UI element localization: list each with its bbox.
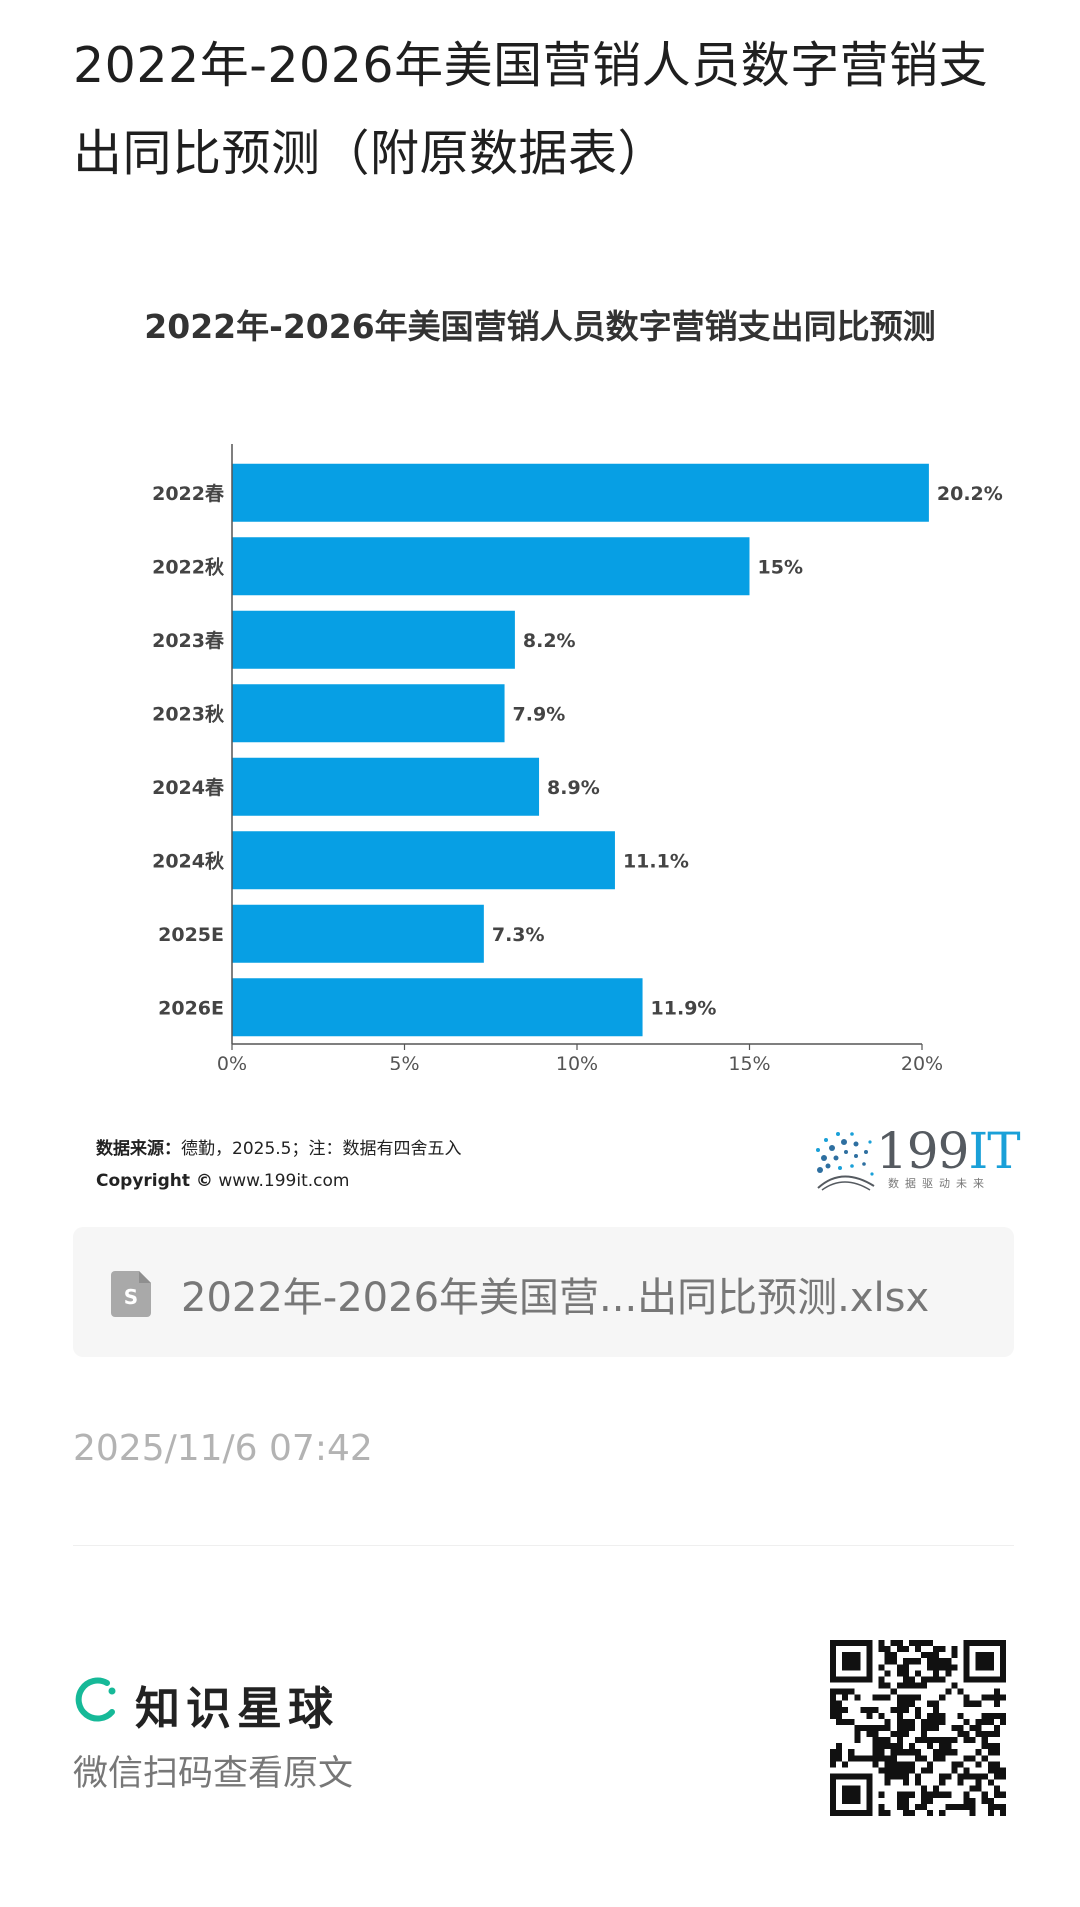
bar — [232, 978, 643, 1037]
data-label: 8.9% — [547, 777, 600, 799]
data-label: 8.2% — [523, 630, 576, 652]
bar — [232, 831, 615, 890]
brand-name: 知识星球 — [135, 1682, 340, 1735]
logo-wordmark: 199IT — [876, 1122, 1021, 1180]
source-note: 数据来源：德勤，2025.5；注：数据有四舍五入 Copyright © www… — [96, 1133, 461, 1197]
svg-text:S: S — [124, 1285, 138, 1309]
bar — [232, 757, 540, 816]
data-label: 15% — [758, 556, 803, 578]
scan-hint: 微信扫码查看原文 — [73, 1754, 354, 1794]
publish-timestamp: 2025/11/6 07:42 — [73, 1428, 373, 1469]
category-label: 2023春 — [152, 629, 224, 652]
logo-tagline: 数据驱动未来 — [888, 1177, 990, 1190]
199it-logo: 199IT 数据驱动未来 — [812, 1120, 1021, 1200]
category-label: 2026E — [158, 997, 224, 1019]
bar — [232, 537, 750, 596]
x-tick-label: 5% — [389, 1053, 419, 1070]
zhishi-planet-logo-icon — [75, 1677, 116, 1722]
x-tick-label: 10% — [556, 1053, 598, 1070]
data-label: 7.9% — [513, 703, 566, 725]
data-label: 20.2% — [937, 483, 1003, 505]
source-label: 数据来源： — [96, 1139, 181, 1159]
bar-chart: 2022春 20.2% 2022秋 15% 2023春 8.2% 2023秋 7.9% 2024… — [152, 444, 1003, 1070]
dandelion-logo-icon — [816, 1132, 875, 1191]
copyright-label: Copyright © — [96, 1171, 213, 1191]
page-title: 2022年-2026年美国营销人员数字营销支出同比预测（附原数据表） — [73, 37, 989, 182]
x-tick-label: 15% — [728, 1053, 770, 1070]
data-label: 7.3% — [492, 924, 545, 946]
spreadsheet-file-icon: S — [111, 1271, 151, 1317]
attachment-file-name[interactable]: 2022年-2026年美国营...出同比预测.xlsx — [181, 1275, 930, 1321]
category-label: 2022秋 — [152, 555, 225, 578]
bar — [232, 684, 505, 743]
data-label: 11.9% — [651, 997, 717, 1019]
data-label: 11.1% — [623, 850, 689, 872]
attachment-card[interactable]: S 2022年-2026年美国营...出同比预测.xlsx — [73, 1227, 1014, 1357]
category-label: 2023秋 — [152, 702, 225, 725]
bar — [232, 610, 515, 669]
source-text: 德勤，2025.5；注：数据有四舍五入 — [181, 1139, 462, 1159]
category-label: 2025E — [158, 924, 224, 946]
copyright-site: www.199it.com — [218, 1171, 350, 1191]
x-tick-label: 0% — [217, 1053, 247, 1070]
category-label: 2022春 — [152, 482, 224, 505]
divider — [73, 1545, 1014, 1546]
bar — [232, 904, 484, 963]
x-tick-label: 20% — [901, 1053, 943, 1070]
bar — [232, 463, 929, 522]
category-label: 2024春 — [152, 776, 224, 799]
qr-code-icon[interactable] — [830, 1640, 1006, 1816]
category-label: 2024秋 — [152, 849, 225, 872]
chart-title: 2022年-2026年美国营销人员数字营销支出同比预测 — [144, 307, 936, 346]
